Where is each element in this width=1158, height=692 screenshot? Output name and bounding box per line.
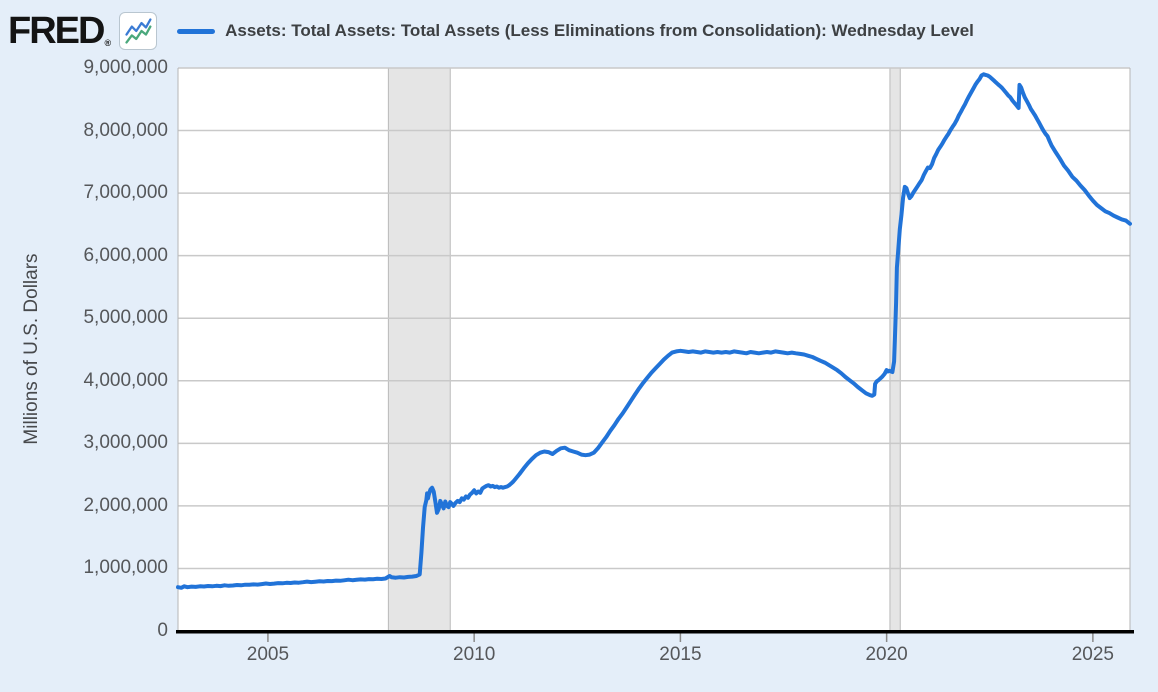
data-line[interactable] (176, 72, 1132, 590)
fred-logo[interactable]: FRED ® (8, 12, 111, 50)
legend-swatch (177, 28, 216, 34)
chart-header: FRED ® Assets: Total Assets: Total Asset… (8, 6, 974, 56)
legend-series-label: Assets: Total Assets: Total Assets (Less… (225, 21, 974, 40)
x-tick-label: 2015 (659, 644, 702, 665)
y-tick-label: 7,000,000 (83, 182, 168, 204)
y-tick-label: 8,000,000 (83, 119, 168, 141)
fred-logo-text: FRED (8, 10, 105, 52)
x-axis-line (176, 630, 1134, 634)
y-tick-label: 2,000,000 (83, 494, 168, 516)
y-tick-label: 0 (157, 620, 168, 641)
y-tick-label: 1,000,000 (83, 557, 168, 579)
x-tick-label: 2020 (865, 644, 908, 665)
x-tick-label: 2005 (246, 644, 290, 665)
y-tick-label: 4,000,000 (83, 369, 168, 391)
line-chart-icon (119, 12, 158, 50)
y-tick-label: 6,000,000 (83, 244, 168, 266)
x-tick-label: 2010 (453, 644, 496, 665)
registered-mark: ® (104, 38, 112, 48)
x-tick-label: 2025 (1071, 644, 1115, 665)
y-tick-label: 5,000,000 (83, 307, 168, 329)
y-tick-label: 9,000,000 (83, 57, 168, 78)
recession-band (388, 68, 451, 631)
y-tick-label: 3,000,000 (83, 432, 168, 454)
plot-background (178, 68, 1130, 631)
